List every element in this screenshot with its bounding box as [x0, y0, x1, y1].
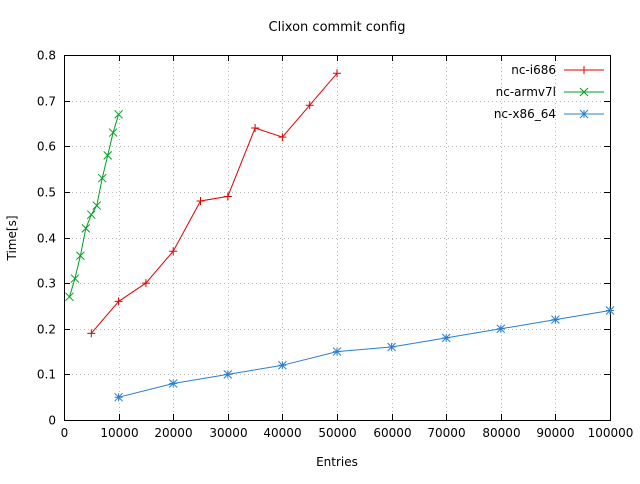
marker-nc-i686 — [87, 329, 96, 338]
y-tick-label: 0.4 — [37, 232, 56, 246]
x-tick-label: 0 — [61, 426, 69, 440]
x-axis-label: Entries — [316, 455, 358, 469]
marker-nc-armv7l — [81, 224, 91, 233]
marker-nc-x86_64 — [114, 392, 123, 402]
y-tick-label: 0 — [48, 414, 56, 428]
plot-border — [64, 55, 611, 421]
x-tick-label: 70000 — [427, 426, 465, 440]
marker-nc-armv7l — [92, 201, 102, 210]
marker-nc-x86_64 — [168, 379, 178, 388]
marker-nc-x86_64 — [278, 360, 287, 370]
marker-nc-i686 — [305, 101, 314, 110]
x-tick-label: 50000 — [318, 426, 356, 440]
legend-label-nc-armv7l: nc-armv7l — [496, 85, 556, 99]
y-tick-label: 0.2 — [37, 323, 56, 337]
y-tick-label: 0.3 — [37, 277, 56, 291]
marker-nc-i686 — [278, 133, 287, 142]
marker-nc-i686 — [141, 279, 150, 288]
marker-nc-armv7l — [86, 210, 96, 220]
marker-nc-i686 — [169, 247, 178, 256]
marker-nc-i686 — [251, 124, 260, 132]
marker-nc-i686 — [114, 297, 123, 306]
legend-label-nc-i686: nc-i686 — [511, 63, 556, 77]
series-line-nc-armv7l — [69, 114, 120, 297]
marker-nc-armv7l — [97, 173, 107, 183]
marker-nc-x86_64 — [551, 315, 560, 324]
marker-nc-i686 — [223, 192, 232, 201]
plot-area: 0 10000 20000 30000 40000 50000 60000 70000 8000… — [37, 49, 634, 441]
marker-nc-armv7l — [114, 109, 123, 119]
marker-nc-x86_64 — [332, 347, 342, 356]
marker-nc-armv7l — [108, 128, 118, 137]
marker-nc-x86_64 — [441, 333, 451, 343]
x-tick-label: 30000 — [209, 426, 247, 440]
marker-nc-x86_64 — [605, 306, 615, 315]
x-tick-label: 100000 — [588, 426, 634, 440]
marker-nc-armv7l — [65, 292, 74, 302]
legend-marker-nc-x86_64 — [579, 109, 589, 119]
x-tick-label: 90000 — [536, 426, 574, 440]
marker-nc-x86_64 — [387, 342, 396, 352]
y-tick-label: 0.8 — [37, 49, 56, 63]
chart-title: Clixon commit config — [269, 20, 406, 35]
series-line-nc-i686 — [90, 72, 338, 334]
x-tick-label: 10000 — [100, 426, 138, 440]
marker-nc-i686 — [196, 197, 205, 205]
x-tick-label: 80000 — [482, 426, 520, 440]
y-tick-label: 0.7 — [37, 95, 56, 109]
legend-label-nc-x86_64: nc-x86_64 — [494, 107, 556, 121]
marker-nc-armv7l — [70, 274, 80, 283]
y-tick-label: 0.1 — [37, 368, 56, 382]
y-tick-label: 0.6 — [37, 140, 56, 154]
y-axis-label: Time[s] — [5, 216, 19, 262]
marker-nc-armv7l — [76, 251, 85, 261]
marker-nc-armv7l — [103, 151, 113, 160]
marker-nc-i686 — [333, 69, 341, 78]
x-tick-label: 40000 — [263, 426, 301, 440]
marker-nc-x86_64 — [223, 370, 233, 379]
y-tick-label: 0.5 — [37, 186, 56, 200]
marker-nc-x86_64 — [496, 324, 506, 334]
x-tick-label: 20000 — [154, 426, 192, 440]
x-tick-label: 60000 — [373, 426, 411, 440]
legend-marker-nc-armv7l — [579, 87, 589, 97]
legend-marker-nc-i686 — [580, 66, 588, 74]
series-line-nc-x86_64 — [118, 310, 611, 398]
